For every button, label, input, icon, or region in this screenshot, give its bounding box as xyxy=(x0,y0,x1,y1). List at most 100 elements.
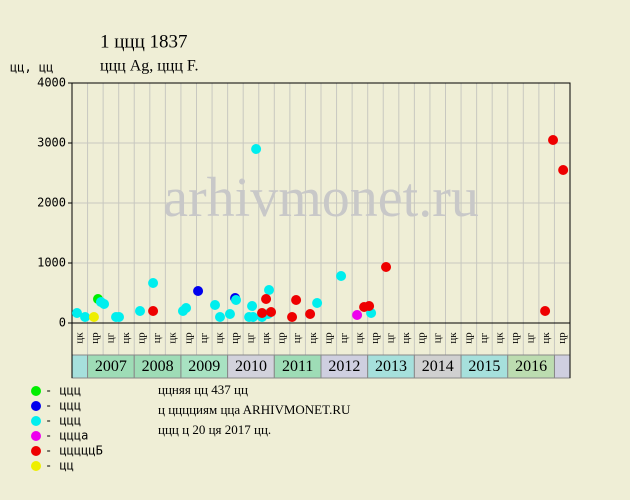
y-tick-label: 0 xyxy=(59,316,66,330)
legend-label: - ццц xyxy=(45,399,81,413)
year-label: 2009 xyxy=(188,358,220,375)
x-tick-label: цг xyxy=(104,332,116,343)
chart-subtitle: ццц Ag, ццц F. xyxy=(100,58,199,75)
x-tick-label: цг xyxy=(198,332,210,343)
data-point xyxy=(135,306,146,316)
legend-swatch xyxy=(31,461,41,471)
y-tick-label: 1000 xyxy=(37,256,66,270)
x-tick-label: цг xyxy=(385,332,397,343)
data-point xyxy=(548,135,559,145)
x-tick-label: цг xyxy=(151,332,163,343)
x-tick-label: цк xyxy=(120,332,132,344)
legend-label: - ццца xyxy=(45,429,88,443)
data-point xyxy=(291,295,302,306)
edge-band xyxy=(71,354,89,379)
legend-label: - цц xyxy=(45,459,74,473)
data-point xyxy=(210,300,221,310)
chart-title: 1 ццц 1837 xyxy=(100,31,188,52)
data-point xyxy=(148,306,159,316)
data-point xyxy=(266,307,277,318)
year-label: 2011 xyxy=(282,358,313,375)
data-point xyxy=(224,309,235,319)
x-tick-label: цг xyxy=(478,332,490,343)
x-tick-label: цр xyxy=(322,332,334,344)
x-tick-label: цк xyxy=(260,332,272,344)
data-point xyxy=(99,298,110,309)
note: ц цццциям ццa ARHIVMONET.RU xyxy=(158,402,351,417)
x-tick-label: цг xyxy=(431,332,443,343)
x-tick-label: цр xyxy=(462,332,474,344)
edge-band xyxy=(553,354,571,379)
x-tick-label: цк xyxy=(494,332,506,344)
x-tick-label: цк xyxy=(307,332,319,344)
data-point xyxy=(381,262,392,273)
x-tick-label: цр xyxy=(276,332,288,344)
legend-swatch xyxy=(31,446,41,456)
legend-swatch xyxy=(31,431,41,441)
x-tick-label: цр xyxy=(556,332,568,344)
year-label: 2010 xyxy=(235,358,267,375)
note: ццняя цц 437 цц xyxy=(158,382,248,397)
note: ццц ц 20 ця 2017 цц. xyxy=(158,422,271,437)
data-point xyxy=(247,301,258,312)
data-point xyxy=(336,271,347,282)
x-tick-label: цк xyxy=(353,332,365,344)
year-label: 2015 xyxy=(468,358,500,375)
data-point xyxy=(558,165,569,175)
x-tick-label: цр xyxy=(229,332,241,344)
x-tick-label: цг xyxy=(525,332,537,343)
x-tick-label: цг xyxy=(245,332,257,343)
y-tick-label: 3000 xyxy=(37,136,66,150)
x-tick-label: цк xyxy=(73,332,85,344)
y-tick-label: 2000 xyxy=(37,196,66,210)
year-label: 2007 xyxy=(95,358,127,375)
x-tick-label: цк xyxy=(400,332,412,344)
x-tick-label: цг xyxy=(338,332,350,343)
data-point xyxy=(231,295,242,306)
data-point xyxy=(181,303,192,313)
data-point xyxy=(540,306,551,316)
x-tick-label: цр xyxy=(89,332,101,344)
x-tick-label: цк xyxy=(213,332,225,344)
legend-swatch xyxy=(31,401,41,411)
legend-label: - цццццБ xyxy=(45,444,103,458)
data-point xyxy=(80,312,91,322)
year-label: 2014 xyxy=(422,358,454,375)
data-point xyxy=(71,307,82,318)
data-point xyxy=(148,277,159,288)
x-tick-label: цк xyxy=(447,332,459,344)
data-point xyxy=(214,312,225,322)
data-point xyxy=(352,310,363,321)
data-point xyxy=(264,285,275,295)
data-point xyxy=(287,312,298,322)
year-label: 2012 xyxy=(328,358,360,375)
data-point xyxy=(88,312,99,322)
x-tick-label: цк xyxy=(167,332,179,344)
year-band xyxy=(507,354,555,379)
y-axis-label: цц, цц xyxy=(10,61,53,75)
data-point xyxy=(193,286,204,297)
data-point xyxy=(261,294,272,304)
data-point xyxy=(113,312,124,322)
x-tick-label: цк xyxy=(540,332,552,344)
data-point xyxy=(257,307,268,318)
data-point xyxy=(312,298,323,309)
data-point xyxy=(364,301,375,312)
data-point xyxy=(305,309,316,319)
legend-label: - ццц xyxy=(45,414,81,428)
x-tick-label: цр xyxy=(136,332,148,344)
x-tick-label: цр xyxy=(369,332,381,344)
x-tick-label: цр xyxy=(416,332,428,344)
legend-swatch xyxy=(31,416,41,426)
plot-border xyxy=(71,82,571,324)
y-tick-label: 4000 xyxy=(37,76,66,90)
x-tick-label: цг xyxy=(291,332,303,343)
legend-label: - ццц xyxy=(45,384,81,398)
x-tick-label: цр xyxy=(509,332,521,344)
legend-swatch xyxy=(31,386,41,396)
year-label: 2008 xyxy=(142,358,174,375)
data-point xyxy=(251,144,262,154)
data-point xyxy=(247,312,258,322)
year-label: 2013 xyxy=(375,358,407,375)
